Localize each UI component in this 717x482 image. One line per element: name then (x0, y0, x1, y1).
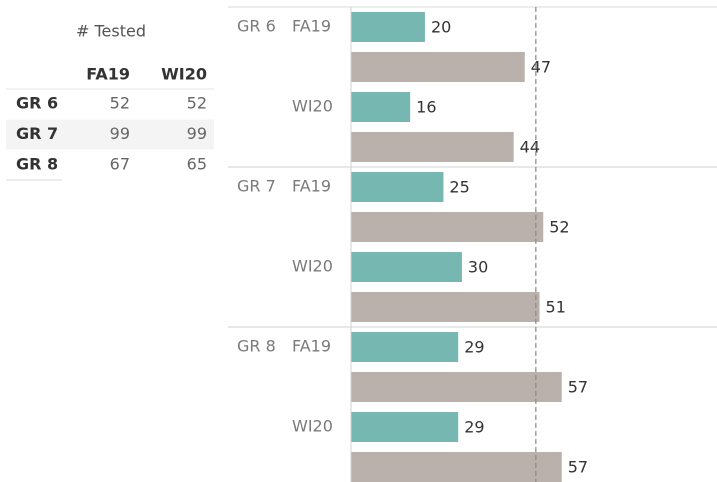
column-header: FA19 (86, 65, 130, 84)
column-header: WI20 (161, 65, 207, 84)
term-label: FA19 (292, 17, 331, 36)
row-band (6, 119, 214, 150)
value-label: 47 (531, 58, 551, 77)
row-label: GR 8 (16, 155, 58, 174)
group-label: GR 6 (237, 17, 276, 36)
row-label: GR 7 (16, 124, 58, 143)
group-label: GR 7 (237, 177, 276, 196)
value-label: 29 (464, 338, 484, 357)
bar (351, 332, 459, 362)
value-label: 44 (520, 138, 540, 157)
cell: 99 (110, 124, 130, 143)
cell: 67 (110, 155, 130, 174)
table-title: # Tested (76, 22, 146, 41)
bar (351, 292, 540, 322)
value-label: 25 (449, 178, 469, 197)
row-label: GR 6 (16, 94, 58, 113)
value-label: 51 (546, 298, 566, 317)
term-label: FA19 (292, 337, 331, 356)
value-label: 52 (549, 218, 569, 237)
value-label: 29 (464, 418, 484, 437)
bar (351, 212, 544, 242)
value-label: 57 (568, 378, 588, 397)
cell: 65 (187, 155, 207, 174)
value-label: 57 (568, 458, 588, 477)
term-label: WI20 (292, 417, 333, 436)
cell: 99 (187, 124, 207, 143)
term-label: WI20 (292, 257, 333, 276)
group-label: GR 8 (237, 337, 276, 356)
bar (351, 132, 514, 162)
value-label: 20 (431, 18, 451, 37)
term-label: FA19 (292, 177, 331, 196)
bar (351, 412, 459, 442)
bar (351, 372, 562, 402)
cell: 52 (110, 94, 130, 113)
bar (351, 252, 462, 282)
cell: 52 (187, 94, 207, 113)
term-label: WI20 (292, 97, 333, 116)
bar (351, 172, 444, 202)
bar (351, 52, 525, 82)
value-label: 30 (468, 258, 488, 277)
bar (351, 92, 411, 122)
bar (351, 12, 425, 42)
value-label: 16 (416, 98, 436, 117)
bar (351, 452, 562, 482)
